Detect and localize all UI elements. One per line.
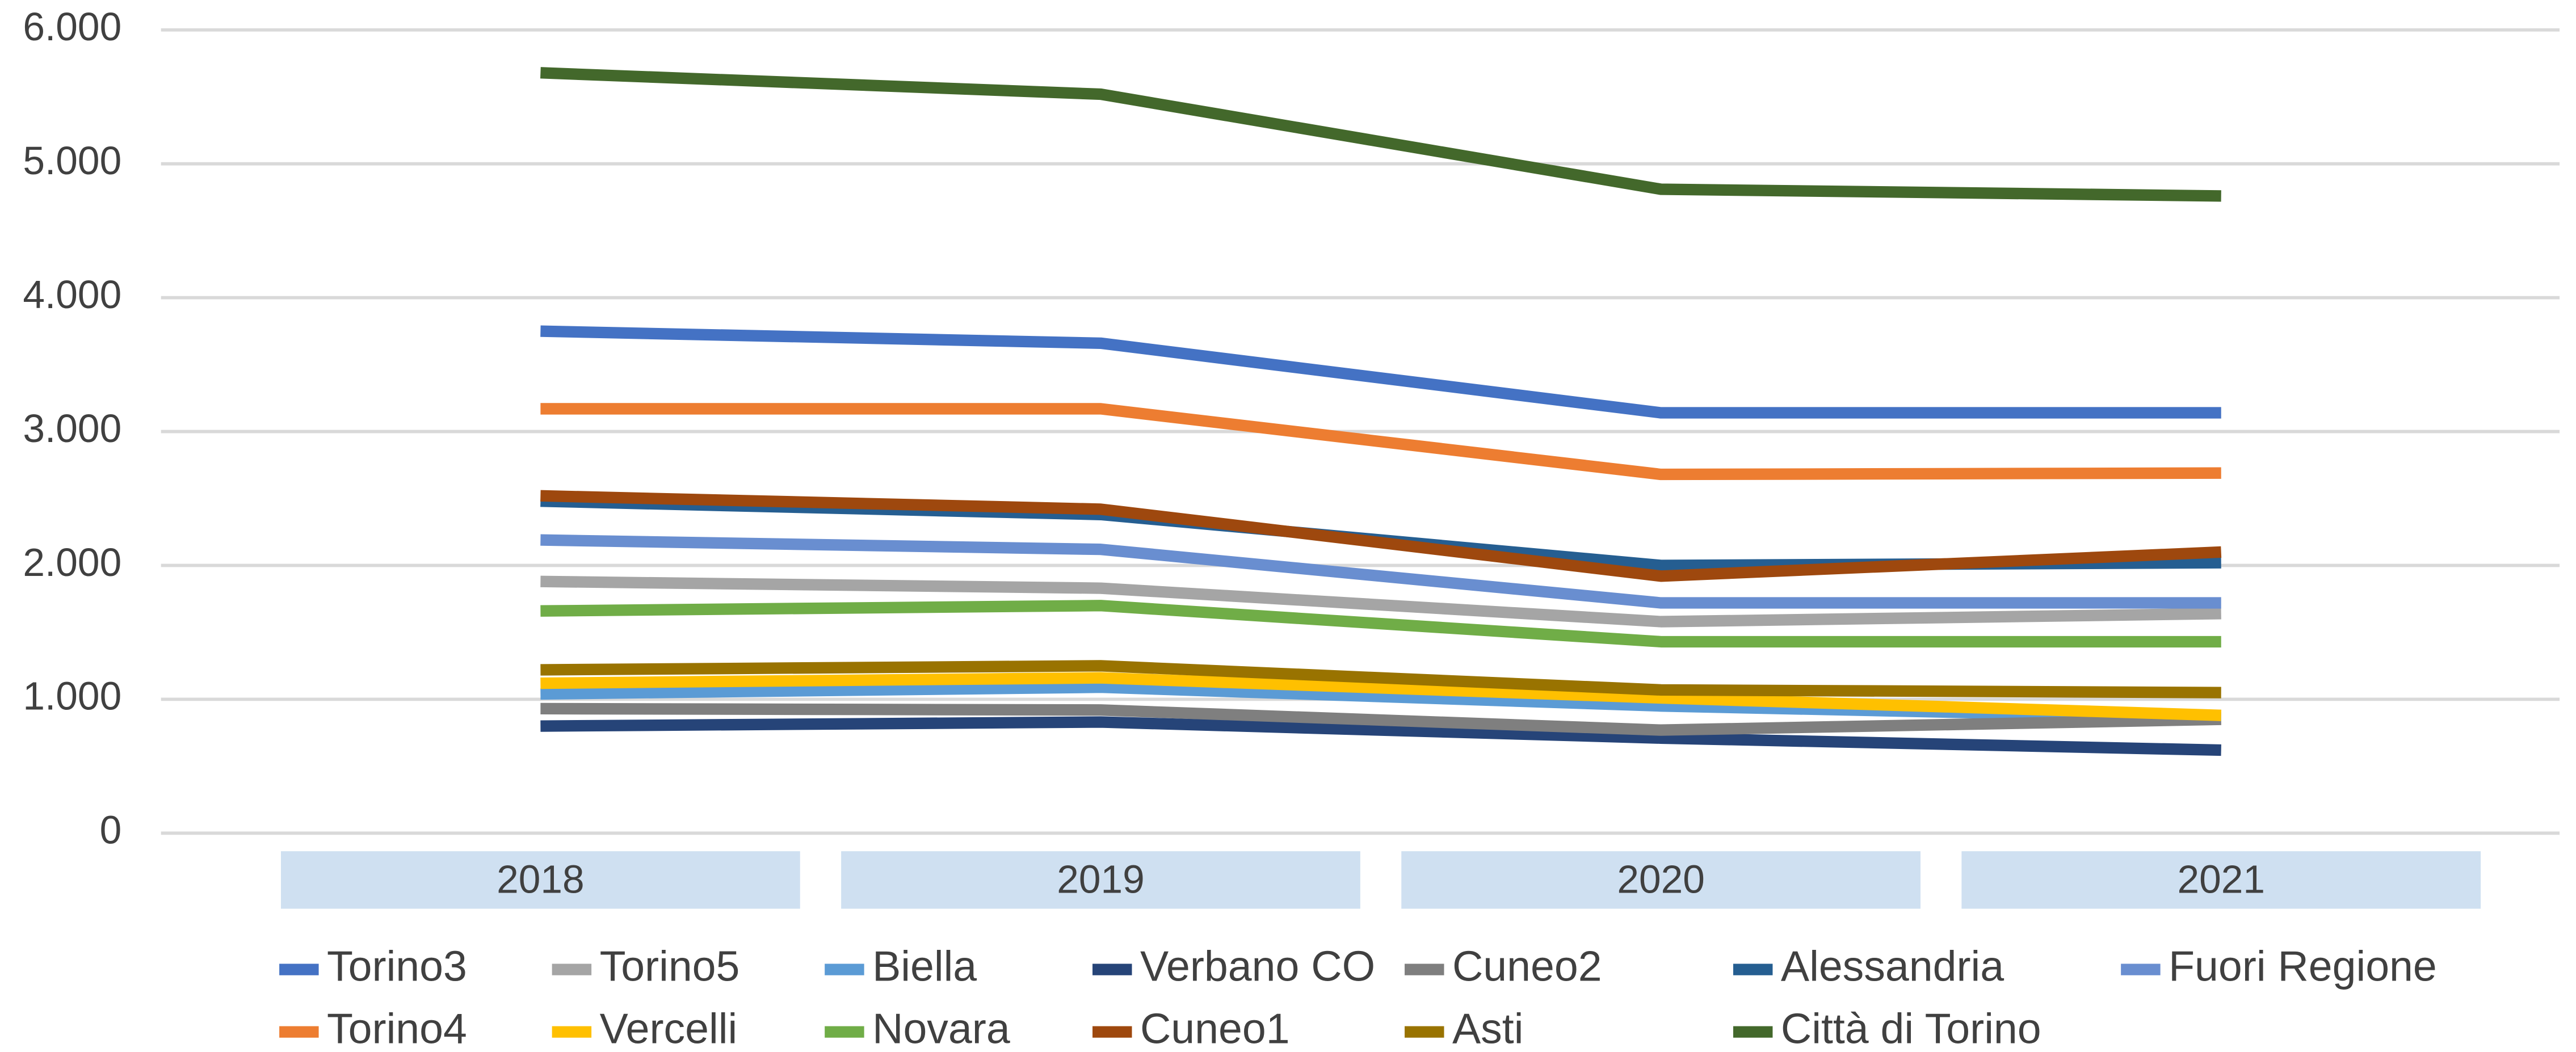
category-box [841,851,1360,909]
series-line [540,490,2222,582]
legend-label: Verbano CO [1140,942,1375,990]
y-tick-label: 6.000 [23,5,121,49]
legend-label: Novara [872,1004,1010,1052]
series-line [540,672,2222,721]
series-line [540,67,2221,202]
y-tick-label: 2.000 [23,540,121,584]
legend-label: Cuneo1 [1140,1004,1290,1052]
legend-label: Città di Torino [1781,1004,2041,1052]
series-line [540,702,2221,736]
series-line [540,660,2221,698]
category-box [1961,851,2481,909]
x-tick-label: 2018 [497,857,585,902]
legend-label: Torino3 [327,942,467,990]
series-line [540,534,2221,609]
category-box [1401,851,1921,909]
y-tick-label: 1.000 [23,674,121,718]
legend-label: Cuneo2 [1452,942,1602,990]
series-line [540,716,2221,756]
legend-label: Fuori Regione [2169,942,2437,990]
series-line [540,600,2221,648]
y-tick-label: 0 [100,808,122,852]
series-line [540,403,2221,481]
x-tick-label: 2021 [2177,857,2265,902]
x-tick-label: 2020 [1617,857,1705,902]
legend-label: Torino5 [600,942,740,990]
y-tick-label: 3.000 [23,406,121,451]
x-tick-label: 2019 [1057,857,1145,902]
legend-label: Vercelli [600,1004,738,1052]
series-line [540,575,2221,628]
series-line [540,495,2221,571]
series-line [540,325,2221,419]
category-box [281,851,800,909]
legend-label: Biella [872,942,977,990]
legend-label: Torino4 [327,1004,467,1052]
y-tick-label: 5.000 [23,138,121,183]
legend-label: Asti [1452,1004,1523,1052]
y-tick-label: 4.000 [23,272,121,317]
legend-label: Alessandria [1781,942,2004,990]
